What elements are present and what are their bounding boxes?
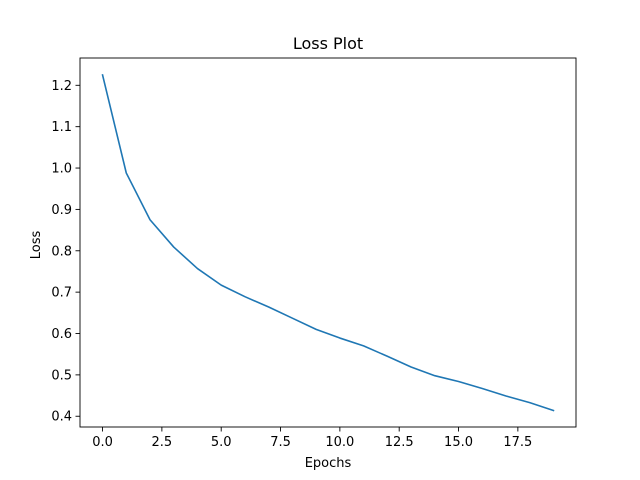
- y-tick-label-0: 0.4: [51, 410, 72, 425]
- y-tick-label-2: 0.6: [51, 327, 72, 342]
- x-tick-label-4: 10.0: [325, 435, 354, 450]
- x-tick-label-0: 0.0: [92, 435, 113, 450]
- y-tick-label-5: 0.9: [51, 203, 72, 218]
- chart-title: Loss Plot: [293, 34, 363, 53]
- y-tick-label-4: 0.8: [51, 244, 72, 259]
- y-tick-label-1: 0.5: [51, 368, 72, 383]
- plot-frame: [79, 57, 577, 428]
- y-tick-label-8: 1.2: [51, 79, 72, 94]
- y-axis-label: Loss: [29, 231, 44, 260]
- plot-area: 0.0 2.5 5.0 7.5 10.0 12.5 15.0 17.5 0.4 0.5 0.6 0.7…: [51, 57, 577, 450]
- x-tick-label-6: 15.0: [444, 435, 473, 450]
- y-tick-label-6: 1.0: [51, 162, 72, 177]
- x-tick-label-5: 12.5: [385, 435, 414, 450]
- series-line-0: [101, 73, 555, 412]
- x-tick-label-1: 2.5: [152, 435, 173, 450]
- x-axis-label: Epochs: [305, 456, 352, 471]
- x-tick-label-2: 5.0: [211, 435, 232, 450]
- y-tick-label-7: 1.1: [51, 120, 72, 135]
- y-tick-label-3: 0.7: [51, 286, 72, 301]
- x-tick-label-3: 7.5: [270, 435, 291, 450]
- x-tick-label-7: 17.5: [503, 435, 532, 450]
